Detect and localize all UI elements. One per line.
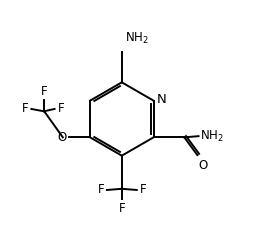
Text: F: F [41,85,47,98]
Text: NH$_2$: NH$_2$ [125,30,149,46]
Text: O: O [199,159,208,172]
Text: F: F [58,102,65,115]
Text: F: F [140,183,146,197]
Text: NH$_2$: NH$_2$ [200,129,224,144]
Text: F: F [119,202,125,215]
Text: F: F [97,183,104,197]
Text: O: O [57,131,66,144]
Text: F: F [22,102,29,115]
Text: N: N [157,93,167,106]
